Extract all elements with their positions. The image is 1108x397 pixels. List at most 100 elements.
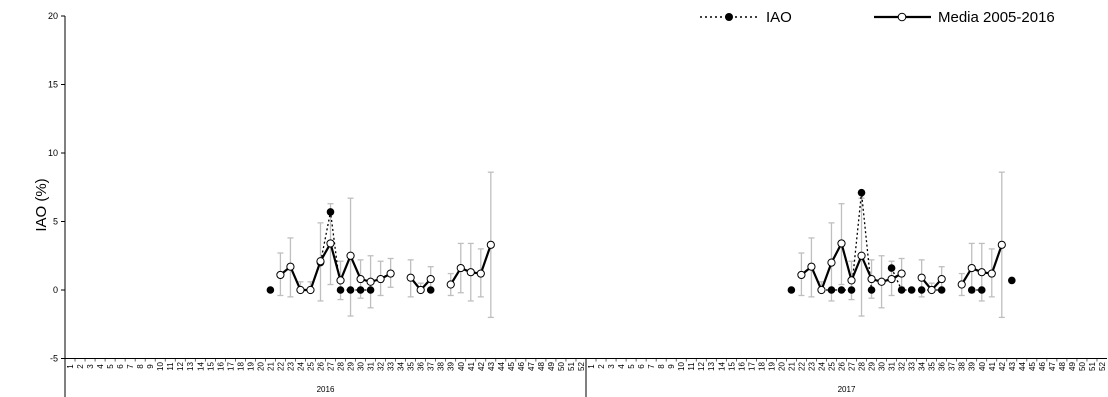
week-tick-label: 43 [1008, 362, 1017, 371]
media-point [296, 285, 305, 295]
week-tick-label: 44 [1018, 362, 1027, 371]
iao-point [356, 286, 365, 294]
week-tick-label: 6 [637, 364, 646, 369]
week-tick-label: 34 [918, 362, 927, 371]
week-tick-label: 42 [998, 362, 1007, 371]
week-tick-label: 37 [948, 362, 957, 371]
media-point [977, 268, 986, 277]
week-tick-label: 10 [156, 362, 165, 371]
media-point [476, 269, 485, 278]
media-point [406, 273, 415, 282]
week-tick-label: 46 [517, 362, 526, 371]
y-tick-label: 10 [48, 148, 58, 158]
iao-point [837, 286, 846, 294]
week-tick-label: 25 [827, 362, 836, 371]
week-tick-label: 46 [1038, 362, 1047, 371]
media-point [376, 274, 385, 284]
media-point [927, 285, 936, 295]
y-tick-label: 5 [53, 217, 58, 227]
week-tick-label: 12 [697, 362, 706, 371]
week-tick-label: 14 [196, 362, 205, 371]
week-tick-label: 7 [126, 364, 135, 369]
media-point [356, 274, 365, 284]
week-tick-label: 30 [357, 362, 366, 371]
week-tick-label: 31 [367, 362, 376, 371]
iao-point [847, 286, 856, 294]
media-point [366, 277, 375, 286]
week-tick-label: 45 [507, 362, 516, 371]
week-tick-label: 27 [848, 362, 857, 371]
media-point [957, 280, 966, 289]
week-tick-label: 21 [266, 362, 275, 371]
week-tick-label: 36 [417, 362, 426, 371]
week-tick-label: 13 [186, 362, 195, 371]
iao-point [366, 286, 375, 294]
iao-point [977, 286, 986, 294]
week-tick-label: 28 [337, 362, 346, 371]
iao-point [917, 286, 926, 294]
year-label: 2016 [317, 385, 335, 394]
iao-point [857, 188, 866, 197]
media-point [276, 270, 285, 280]
week-tick-label: 40 [457, 362, 466, 371]
week-tick-label: 18 [757, 362, 766, 371]
media-point [967, 263, 976, 273]
week-tick-label: 30 [878, 362, 887, 371]
iao-point [336, 286, 345, 294]
media-point [877, 277, 886, 286]
week-tick-label: 35 [928, 362, 937, 371]
week-tick-label: 16 [737, 362, 746, 371]
week-tick-label: 41 [988, 362, 997, 371]
y-tick-label: 15 [48, 80, 58, 90]
iao-point [1008, 276, 1016, 285]
week-tick-label: 48 [537, 362, 546, 371]
week-tick-label: 52 [1098, 362, 1107, 371]
week-tick-label: 37 [427, 362, 436, 371]
week-tick-label: 22 [276, 362, 285, 371]
week-tick-label: 4 [617, 364, 626, 369]
media-point [386, 269, 395, 278]
media-point [326, 239, 335, 248]
week-tick-label: 4 [96, 364, 105, 369]
media-point [847, 276, 856, 285]
week-tick-label: 40 [978, 362, 987, 371]
week-tick-label: 51 [567, 362, 576, 371]
week-tick-label: 41 [467, 362, 476, 371]
week-tick-label: 3 [86, 364, 95, 369]
media-point [887, 274, 896, 284]
iao-point [346, 286, 355, 294]
week-tick-label: 24 [296, 362, 305, 371]
media-point [817, 285, 826, 295]
iao-point [326, 208, 335, 216]
week-tick-label: 33 [908, 362, 917, 371]
week-tick-label: 32 [898, 362, 907, 371]
week-tick-label: 38 [437, 362, 446, 371]
week-tick-label: 14 [717, 362, 726, 371]
week-tick-label: 13 [707, 362, 716, 371]
year-label: 2017 [838, 385, 856, 394]
legend-media-marker [897, 12, 907, 22]
week-tick-label: 20 [777, 362, 786, 371]
media-point [807, 262, 816, 271]
week-tick-label: 31 [888, 362, 897, 371]
week-tick-label: 21 [787, 362, 796, 371]
week-tick-label: 5 [627, 364, 636, 369]
week-tick-label: 50 [557, 362, 566, 371]
week-tick-label: 36 [938, 362, 947, 371]
week-tick-label: 17 [226, 362, 235, 371]
y-tick-label: 0 [53, 285, 58, 295]
error-bars [277, 171, 1005, 319]
iao-point [266, 286, 275, 294]
legend-iao-label: IAO [766, 9, 792, 26]
week-tick-label: 27 [327, 362, 336, 371]
week-tick-label: 39 [968, 362, 977, 371]
week-tick-label: 8 [136, 364, 145, 369]
week-tick-label: 29 [347, 362, 356, 371]
week-tick-label: 35 [407, 362, 416, 371]
media-point [997, 240, 1006, 249]
media-point [456, 263, 465, 273]
week-tick-label: 19 [246, 362, 255, 371]
media-point [987, 269, 996, 278]
week-tick-label: 20 [256, 362, 265, 371]
